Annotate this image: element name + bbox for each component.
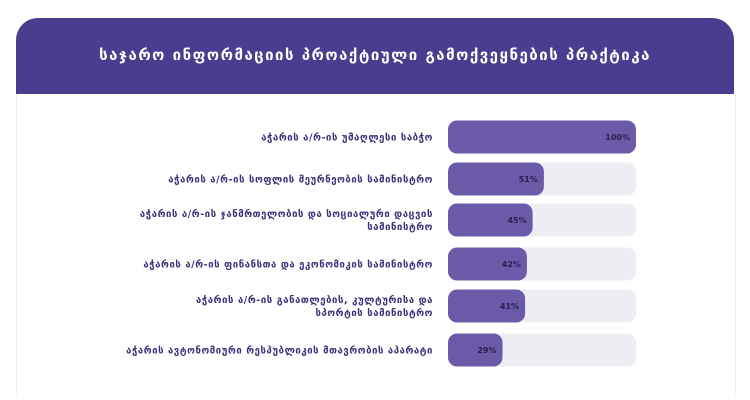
chart-title: საჯარო ინფორმაციის პროაქტიული გამოქვეყნე…: [99, 46, 651, 64]
bar: [448, 162, 544, 196]
bar: [448, 333, 503, 367]
data-label: 29%: [477, 346, 496, 355]
data-label: 41%: [500, 302, 519, 311]
category-label-line: აჭარის ა/რ-ის განათლების, კულტურისა და: [196, 295, 433, 306]
bar-chart: 100% აჭარის ა/რ-ის უმაღლესი საბჭო 51% აჭარი…: [126, 120, 636, 367]
bar: [448, 203, 533, 237]
data-label: 100%: [605, 133, 630, 142]
category-label: აჭარის ა/რ-ის უმაღლესი საბჭო: [261, 133, 433, 144]
data-label: 51%: [519, 175, 538, 184]
chart-header: საჯარო ინფორმაციის პროაქტიული გამოქვეყნე…: [16, 18, 734, 102]
category-label-line: სამინისტრო: [367, 222, 433, 233]
category-label: აჭარის ავტონომიური რესპუბლიკის მთავრობის…: [126, 346, 433, 357]
category-label-line: აჭარის ა/რ-ის ჯანმრთელობის და სოციალური …: [140, 209, 433, 220]
category-label: აჭარის ა/რ-ის ფინანსთა და ეკონომიკის სამ…: [143, 260, 433, 271]
data-label: 45%: [507, 216, 526, 225]
data-label: 42%: [502, 260, 521, 269]
chart-panel: 100% აჭარის ა/რ-ის უმაღლესი საბჭო 51% აჭარი…: [16, 94, 736, 394]
category-label-line: აჭარის ა/რ-ის უმაღლესი საბჭო: [261, 133, 433, 144]
category-label: აჭარის ა/რ-ის განათლების, კულტურისა და სპ…: [196, 295, 433, 319]
bar: [448, 289, 526, 323]
bar: [448, 247, 527, 281]
category-label-line: სპორტის სამინისტრო: [315, 308, 433, 319]
category-label-line: აჭარის ა/რ-ის სოფლის მეურნეობის სამინისტ…: [168, 175, 433, 186]
bar: [448, 120, 636, 154]
category-label: აჭარის ა/რ-ის სოფლის მეურნეობის სამინისტ…: [168, 175, 433, 186]
category-label: აჭარის ა/რ-ის ჯანმრთელობის და სოციალური …: [140, 209, 433, 233]
category-label-line: აჭარის ავტონომიური რესპუბლიკის მთავრობის…: [126, 346, 433, 357]
category-label-line: აჭარის ა/რ-ის ფინანსთა და ეკონომიკის სამ…: [143, 260, 433, 271]
